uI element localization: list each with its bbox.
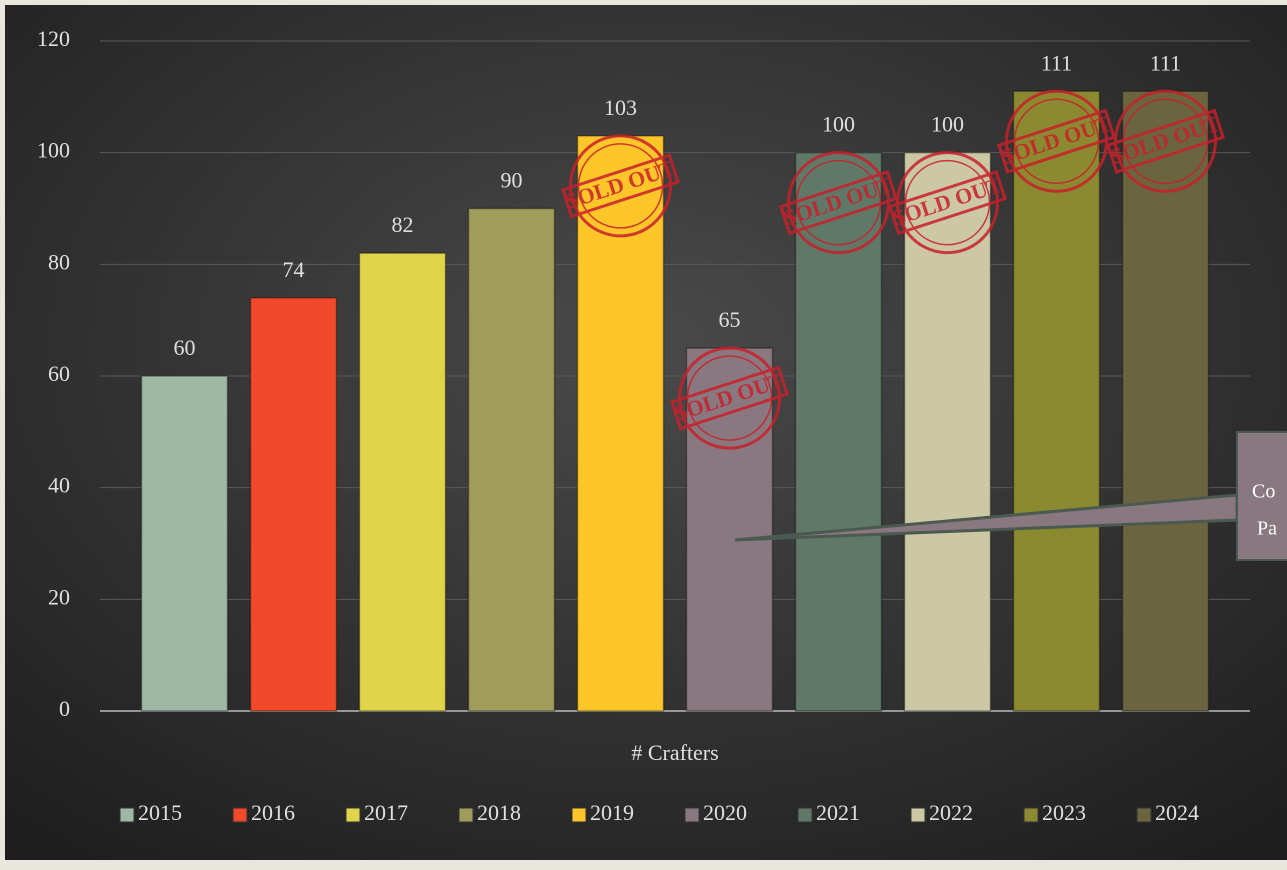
legend-swatch (1136, 807, 1152, 823)
stamp-ring (1013, 98, 1100, 184)
legend-label: 2015 (138, 800, 182, 825)
stamp-ring (904, 159, 991, 246)
value-label: 103 (604, 95, 637, 120)
bar (1012, 90, 1101, 712)
stamp-ring (569, 134, 672, 238)
value-label: 111 (1041, 50, 1072, 75)
value-label: 111 (1150, 50, 1181, 75)
callout-text: Co (1252, 481, 1275, 503)
legend-label: 2024 (1155, 800, 1199, 825)
stamp-band (1106, 108, 1225, 174)
legend-label: 2016 (251, 800, 295, 825)
stamp-band (779, 170, 898, 236)
legend-swatch (458, 807, 474, 823)
legend-swatch (345, 807, 361, 823)
stamp-ring (1005, 89, 1108, 193)
stamp-ring (678, 346, 781, 450)
stamp-ring (686, 355, 773, 441)
value-label: 82 (392, 212, 414, 237)
stamp-band (561, 153, 680, 219)
bar (249, 297, 338, 712)
callout-box (1236, 431, 1287, 561)
bar (140, 375, 229, 712)
y-tick-label: 100 (37, 138, 70, 163)
stamp-ring (896, 151, 999, 255)
bar (576, 135, 665, 712)
value-label: 90 (501, 168, 523, 193)
y-tick-label: 60 (48, 361, 70, 386)
bar (685, 347, 774, 712)
stamp-ring (1114, 89, 1217, 193)
legend-label: 2022 (929, 800, 973, 825)
bar (903, 151, 992, 712)
stamp-band (670, 365, 789, 431)
bar (467, 207, 556, 712)
legend-swatch (1023, 807, 1039, 823)
y-tick-label: 20 (48, 584, 70, 609)
value-label: 100 (822, 112, 855, 137)
bar (358, 252, 447, 712)
legend-label: 2020 (703, 800, 747, 825)
callout-text: Pa (1257, 518, 1277, 540)
legend-swatch (119, 807, 135, 823)
value-label: 74 (283, 257, 305, 282)
legend-label: 2019 (590, 800, 634, 825)
legend-swatch (571, 807, 587, 823)
x-axis-label: # Crafters (631, 740, 718, 765)
value-label: 100 (931, 112, 964, 137)
stamp-ring (795, 159, 882, 246)
stamp-ring (1122, 98, 1209, 184)
sold-out-stamp: SOLD OUT (561, 134, 680, 238)
stamp-ring (787, 151, 890, 255)
bar (794, 151, 883, 712)
stamp-band (997, 108, 1116, 174)
legend-label: 2017 (364, 800, 408, 825)
legend-swatch (684, 807, 700, 823)
legend-label: 2023 (1042, 800, 1086, 825)
legend-label: 2018 (477, 800, 521, 825)
bar (1121, 90, 1210, 712)
legend-label: 2021 (816, 800, 860, 825)
value-label: 60 (174, 335, 196, 360)
legend-swatch (797, 807, 813, 823)
y-tick-label: 0 (59, 696, 70, 721)
stamp-ring (577, 143, 664, 229)
y-tick-label: 80 (48, 249, 70, 274)
value-label: 65 (719, 307, 741, 332)
legend-swatch (232, 807, 248, 823)
legend-swatch (910, 807, 926, 823)
y-tick-label: 40 (48, 473, 70, 498)
y-tick-label: 120 (37, 26, 70, 51)
stamp-band (888, 170, 1007, 236)
